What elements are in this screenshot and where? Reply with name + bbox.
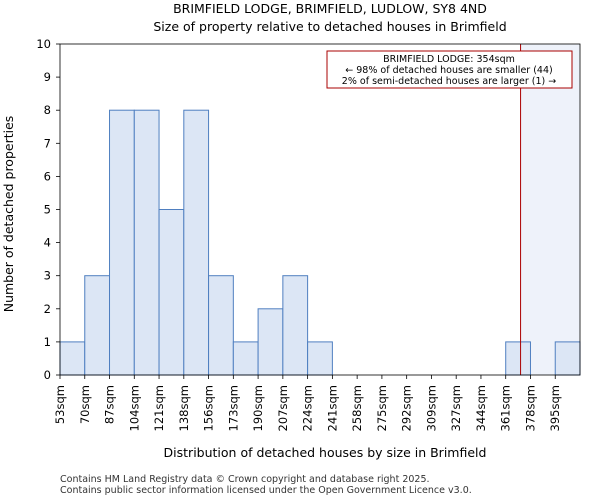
x-tick-label-190sqm: 190sqm — [251, 385, 265, 431]
x-tick-label-309sqm: 309sqm — [424, 385, 438, 431]
annotation-line-2: ← 98% of detached houses are smaller (44… — [345, 65, 552, 76]
x-tick-label-173sqm: 173sqm — [226, 385, 240, 431]
y-tick-label-5: 5 — [44, 203, 51, 217]
y-tick-label-0: 0 — [44, 368, 51, 382]
x-tick-label-344sqm: 344sqm — [474, 385, 488, 431]
bar-70sqm — [84, 275, 111, 376]
y-tick-label-2: 2 — [44, 302, 51, 316]
annotation-border — [326, 50, 573, 89]
x-tick-label-275sqm: 275sqm — [375, 385, 389, 431]
footer-line-2: Contains public sector information licen… — [60, 485, 472, 496]
x-tick-label-241sqm: 241sqm — [325, 385, 339, 431]
y-tick-label-1: 1 — [44, 335, 51, 349]
footer-line-1: Contains HM Land Registry data © Crown c… — [60, 474, 430, 485]
x-tick-label-361sqm: 361sqm — [499, 385, 513, 431]
y-tick-label-6: 6 — [44, 169, 51, 183]
chart-subtitle: Size of property relative to detached ho… — [153, 19, 506, 34]
chart-title: BRIMFIELD LODGE, BRIMFIELD, LUDLOW, SY8 … — [173, 1, 487, 16]
bar-53sqm — [59, 341, 86, 376]
y-tick-label-8: 8 — [44, 103, 51, 117]
x-tick-label-87sqm: 87sqm — [103, 385, 117, 424]
x-tick-label-138sqm: 138sqm — [177, 385, 191, 431]
bar-173sqm — [232, 341, 259, 376]
y-axis-label: Number of detached properties — [1, 116, 16, 313]
annotation-line-1: BRIMFIELD LODGE: 354sqm — [383, 54, 515, 65]
bar-156sqm — [208, 275, 234, 376]
bar-138sqm — [183, 109, 210, 376]
bar-395sqm — [554, 341, 581, 376]
bar-190sqm — [257, 308, 284, 376]
x-tick-label-70sqm: 70sqm — [78, 385, 92, 424]
x-tick-label-327sqm: 327sqm — [449, 385, 463, 431]
x-tick-label-292sqm: 292sqm — [400, 385, 414, 431]
bar-121sqm — [158, 209, 185, 376]
bar-104sqm — [133, 109, 160, 376]
y-tick-label-4: 4 — [44, 236, 51, 250]
bar-224sqm — [307, 341, 333, 376]
y-tick-label-3: 3 — [44, 269, 51, 283]
bar-207sqm — [282, 275, 309, 376]
x-tick-label-104sqm: 104sqm — [127, 385, 141, 431]
highlight-layer — [520, 44, 580, 375]
x-axis: 53sqm 70sqm 87sqm 104sqm 121sqm 138sqm 156sqm 1… — [53, 375, 562, 431]
highlight-region — [520, 44, 580, 375]
bars-layer — [59, 109, 581, 376]
x-tick-label-207sqm: 207sqm — [276, 385, 290, 431]
x-tick-label-258sqm: 258sqm — [350, 385, 364, 431]
x-tick-label-156sqm: 156sqm — [202, 385, 216, 431]
bar-361sqm — [505, 341, 531, 376]
y-axis: 0 1 2 3 4 5 6 7 8 9 10 — [36, 37, 60, 382]
y-tick-label-7: 7 — [44, 136, 51, 150]
annotation-box: BRIMFIELD LODGE: 354sqm ← 98% of detache… — [326, 50, 573, 89]
x-tick-label-53sqm: 53sqm — [53, 385, 67, 424]
x-tick-label-121sqm: 121sqm — [152, 385, 166, 431]
x-tick-label-395sqm: 395sqm — [548, 385, 562, 431]
y-tick-label-9: 9 — [44, 70, 51, 84]
x-axis-label: Distribution of detached houses by size … — [164, 445, 487, 460]
y-tick-label-10: 10 — [36, 37, 51, 51]
annotation-line-3: 2% of semi-detached houses are larger (1… — [342, 76, 556, 87]
x-tick-label-224sqm: 224sqm — [301, 385, 315, 431]
bar-87sqm — [109, 109, 135, 376]
x-tick-label-378sqm: 378sqm — [523, 385, 537, 431]
